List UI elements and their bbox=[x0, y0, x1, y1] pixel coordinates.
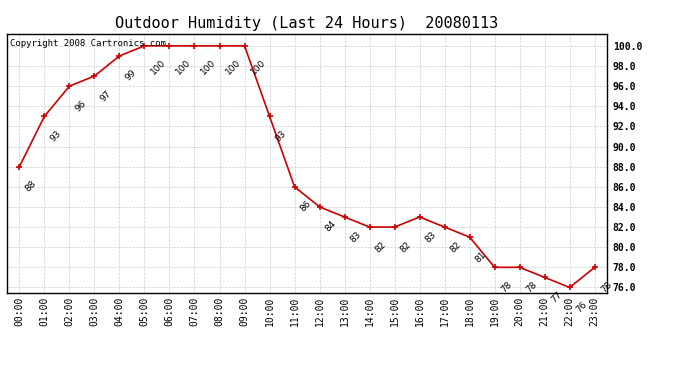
Text: 88: 88 bbox=[23, 179, 38, 194]
Text: 93: 93 bbox=[48, 129, 63, 143]
Text: 97: 97 bbox=[99, 88, 113, 103]
Text: 82: 82 bbox=[374, 240, 388, 254]
Text: 96: 96 bbox=[74, 99, 88, 113]
Text: Copyright 2008 Cartronics.com: Copyright 2008 Cartronics.com bbox=[10, 39, 166, 48]
Text: 78: 78 bbox=[499, 280, 513, 294]
Text: 100: 100 bbox=[224, 58, 242, 77]
Text: 83: 83 bbox=[348, 230, 363, 244]
Text: 83: 83 bbox=[424, 230, 438, 244]
Text: 86: 86 bbox=[299, 199, 313, 214]
Text: 100: 100 bbox=[248, 58, 267, 77]
Text: 93: 93 bbox=[274, 129, 288, 143]
Text: 100: 100 bbox=[148, 58, 167, 77]
Title: Outdoor Humidity (Last 24 Hours)  20080113: Outdoor Humidity (Last 24 Hours) 2008011… bbox=[115, 16, 499, 31]
Text: 78: 78 bbox=[524, 280, 538, 294]
Text: 100: 100 bbox=[199, 58, 217, 77]
Text: 82: 82 bbox=[448, 240, 463, 254]
Text: 82: 82 bbox=[399, 240, 413, 254]
Text: 76: 76 bbox=[574, 300, 589, 315]
Text: 84: 84 bbox=[324, 219, 338, 234]
Text: 81: 81 bbox=[474, 250, 489, 264]
Text: 77: 77 bbox=[549, 290, 563, 304]
Text: 99: 99 bbox=[124, 68, 138, 83]
Text: 78: 78 bbox=[599, 280, 613, 294]
Text: 100: 100 bbox=[174, 58, 193, 77]
